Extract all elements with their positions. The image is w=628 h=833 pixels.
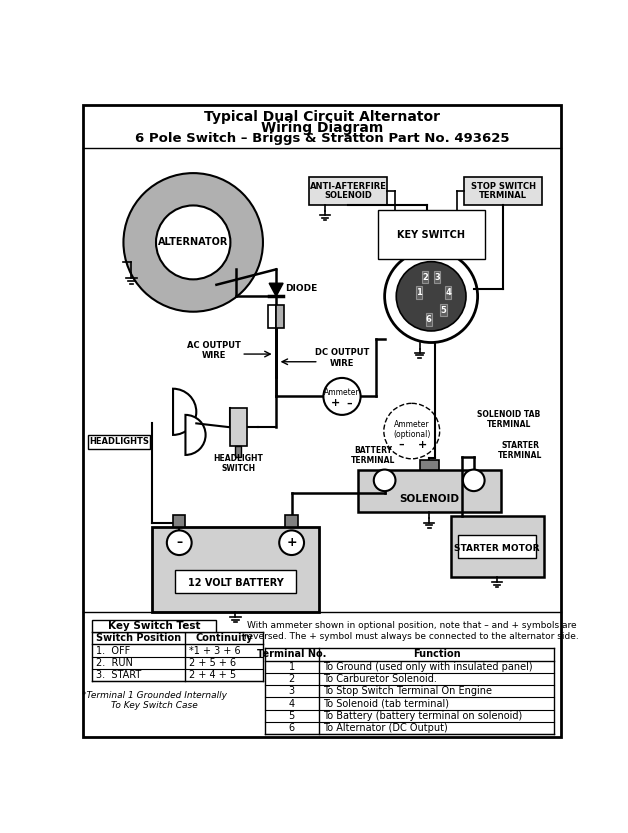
Text: BATTERY
TERMINAL: BATTERY TERMINAL — [351, 446, 395, 466]
Text: To Alternator (DC Output): To Alternator (DC Output) — [323, 723, 447, 733]
Circle shape — [279, 531, 304, 555]
Text: 6: 6 — [426, 315, 431, 324]
Text: To Carburetor Solenoid.: To Carburetor Solenoid. — [323, 674, 436, 684]
Bar — [92, 620, 217, 632]
Text: STOP SWITCH: STOP SWITCH — [471, 182, 536, 192]
Text: 4: 4 — [445, 288, 451, 297]
Text: 2 + 5 + 6: 2 + 5 + 6 — [189, 658, 237, 668]
Text: 1.  OFF: 1. OFF — [95, 646, 130, 656]
Text: AC OUTPUT
WIRE: AC OUTPUT WIRE — [187, 341, 241, 360]
Text: 12 VOLT BATTERY: 12 VOLT BATTERY — [188, 578, 283, 588]
Text: STARTER MOTOR: STARTER MOTOR — [454, 544, 539, 552]
Text: –: – — [176, 536, 182, 549]
Bar — [173, 515, 185, 527]
Text: Ammeter: Ammeter — [324, 388, 360, 397]
Bar — [420, 461, 439, 470]
Text: *1 + 3 + 6: *1 + 3 + 6 — [189, 646, 241, 656]
Text: *Terminal 1 Grounded Internally
To Key Switch Case: *Terminal 1 Grounded Internally To Key S… — [82, 691, 227, 710]
Text: 6: 6 — [288, 723, 295, 733]
Text: 2 + 4 + 5: 2 + 4 + 5 — [189, 671, 237, 681]
Bar — [434, 271, 440, 283]
Text: 3.  START: 3. START — [95, 671, 141, 681]
Bar — [268, 305, 276, 328]
Text: HEADLIGHTS: HEADLIGHTS — [89, 437, 149, 446]
Bar — [235, 446, 241, 457]
Text: 6 Pole Switch – Briggs & Stratton Part No. 493625: 6 Pole Switch – Briggs & Stratton Part N… — [134, 132, 509, 145]
Text: Typical Dual Circuit Alternator: Typical Dual Circuit Alternator — [204, 110, 440, 124]
Text: 2: 2 — [288, 674, 295, 684]
Circle shape — [156, 206, 230, 279]
Text: 3: 3 — [435, 272, 440, 282]
Text: SOLENOID: SOLENOID — [324, 191, 372, 200]
Text: ANTI-AFTERFIRE: ANTI-AFTERFIRE — [310, 182, 387, 192]
Text: Wiring Diagram: Wiring Diagram — [261, 121, 383, 135]
Text: KEY SWITCH: KEY SWITCH — [397, 230, 465, 240]
Bar — [440, 304, 447, 317]
Text: 3: 3 — [288, 686, 295, 696]
Circle shape — [396, 262, 466, 331]
Text: To Solenoid (tab terminal): To Solenoid (tab terminal) — [323, 699, 448, 709]
Text: Function: Function — [413, 650, 460, 660]
Text: Continuity: Continuity — [195, 633, 253, 643]
Wedge shape — [185, 415, 205, 455]
Text: To Stop Switch Terminal On Engine: To Stop Switch Terminal On Engine — [323, 686, 492, 696]
Text: 1: 1 — [288, 661, 295, 671]
Bar — [422, 271, 428, 283]
Text: With ammeter shown in optional position, note that – and + symbols are
reversed.: With ammeter shown in optional position,… — [244, 621, 579, 641]
Bar — [450, 516, 543, 577]
Bar — [465, 177, 542, 205]
Circle shape — [167, 531, 192, 555]
Bar — [152, 527, 319, 612]
Text: Key Switch Test: Key Switch Test — [108, 621, 201, 631]
Text: Switch Position: Switch Position — [96, 633, 181, 643]
Text: ALTERNATOR: ALTERNATOR — [158, 237, 229, 247]
Bar — [357, 470, 501, 512]
Bar — [285, 515, 298, 527]
Text: To Ground (used only with insulated panel): To Ground (used only with insulated pane… — [323, 661, 533, 671]
Bar — [416, 287, 422, 298]
Text: 2: 2 — [422, 272, 428, 282]
Text: 4: 4 — [288, 699, 295, 709]
Bar — [276, 305, 284, 328]
Circle shape — [124, 173, 263, 312]
Text: 5: 5 — [288, 711, 295, 721]
Text: +: + — [286, 536, 297, 549]
Text: Terminal No.: Terminal No. — [257, 650, 327, 660]
Text: TERMINAL: TERMINAL — [479, 191, 527, 200]
Text: DIODE: DIODE — [285, 284, 318, 293]
Text: 5: 5 — [441, 306, 447, 315]
Text: Ammeter: Ammeter — [394, 421, 430, 429]
Bar — [426, 313, 432, 326]
Circle shape — [374, 470, 396, 491]
Circle shape — [463, 470, 485, 491]
Circle shape — [384, 250, 478, 342]
Text: To Battery (battery terminal on solenoid): To Battery (battery terminal on solenoid… — [323, 711, 522, 721]
Text: (optional): (optional) — [393, 430, 430, 439]
Circle shape — [323, 378, 360, 415]
Text: +: + — [330, 398, 340, 408]
Bar — [445, 287, 452, 298]
Text: +: + — [418, 440, 427, 450]
Bar — [458, 535, 536, 558]
Text: HEADLIGHT
SWITCH: HEADLIGHT SWITCH — [214, 454, 263, 473]
Bar — [88, 435, 150, 449]
Bar — [310, 177, 387, 205]
Text: –: – — [346, 398, 352, 408]
Polygon shape — [269, 283, 283, 297]
Text: STARTER
TERMINAL: STARTER TERMINAL — [498, 441, 543, 460]
Text: –: – — [398, 440, 404, 450]
Bar — [230, 408, 247, 446]
Text: DC OUTPUT
WIRE: DC OUTPUT WIRE — [315, 348, 369, 367]
Text: SOLENOID TAB
TERMINAL: SOLENOID TAB TERMINAL — [477, 410, 540, 429]
Text: SOLENOID: SOLENOID — [399, 494, 459, 504]
Text: 1: 1 — [416, 288, 421, 297]
Text: 2.  RUN: 2. RUN — [95, 658, 133, 668]
Wedge shape — [173, 389, 197, 435]
Bar — [175, 570, 296, 593]
